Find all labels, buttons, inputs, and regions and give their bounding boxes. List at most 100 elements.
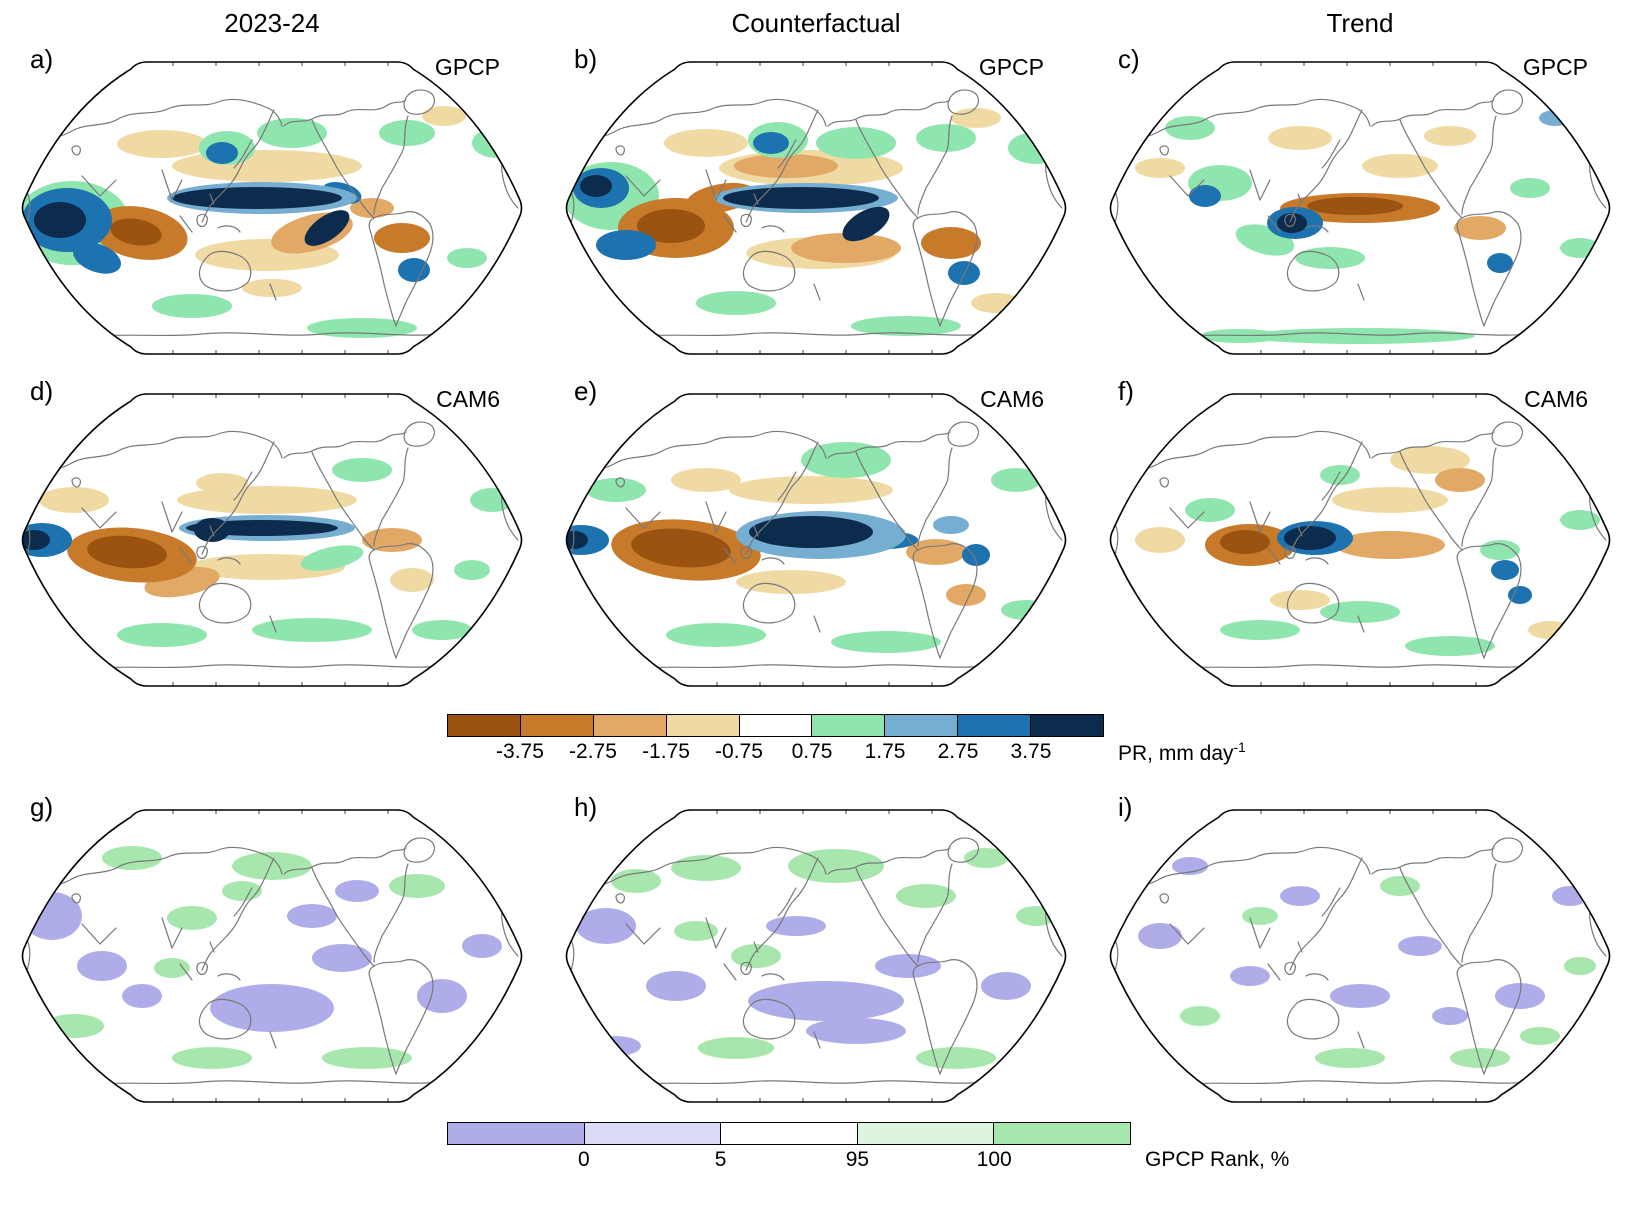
anomaly-region: [322, 1047, 412, 1069]
anomaly-region: [1220, 620, 1300, 640]
dataset-label: GPCP: [434, 54, 500, 80]
anomaly-region: [1330, 984, 1390, 1008]
anomaly-region: [1295, 247, 1365, 269]
anomaly-region: [1180, 1006, 1220, 1026]
map-panel-f: f) CAM6: [1088, 374, 1632, 706]
anomaly-region: [1528, 621, 1572, 639]
anomaly-region: [671, 468, 741, 492]
dataset-label: GPCP: [978, 54, 1044, 80]
anomaly-region: [362, 528, 422, 552]
anomaly-region: [1510, 178, 1550, 198]
colorbar-segment: [448, 715, 521, 736]
world-map: [21, 393, 523, 687]
anomaly-region: [664, 129, 748, 157]
colorbar-tick-label: 3.75: [1010, 740, 1052, 763]
anomaly-region: [1001, 600, 1051, 620]
dataset-label: CAM6: [1524, 386, 1588, 412]
colorbar-tick-label: -2.75: [569, 740, 617, 763]
anomaly-region: [831, 631, 941, 653]
pr-colorbar: [447, 714, 1104, 737]
colorbar-segment: [448, 1123, 585, 1144]
anomaly-region: [472, 128, 522, 158]
anomaly-region: [748, 981, 904, 1021]
pr-colorbar-section: -3.75 -2.75 -1.75 -0.75 0.75 1.75 2.75 3.75 PR,…: [0, 706, 1632, 790]
anomaly-region: [257, 118, 327, 148]
column-title-counterfactual: Counterfactual: [731, 8, 901, 38]
colorbar-tick-label: 0.75: [791, 740, 833, 763]
anomaly-region: [1564, 957, 1596, 975]
colorbar-segment: [520, 715, 594, 736]
anomaly-region: [1424, 126, 1476, 146]
panel-letter: e): [574, 376, 598, 406]
anomaly-region: [102, 846, 162, 870]
anomaly-region: [172, 150, 362, 182]
anomaly-region: [1320, 601, 1400, 623]
anomaly-region: [766, 916, 826, 936]
anomaly-region: [842, 206, 890, 242]
rank-colorbar: [447, 1122, 1131, 1145]
anomaly-region: [1520, 1027, 1560, 1045]
anomaly-region: [1200, 329, 1280, 343]
anomaly-region: [412, 620, 472, 640]
anomaly-region: [1315, 1048, 1385, 1068]
anomaly-region: [472, 1036, 512, 1056]
maps-row-rank: g) h) i): [0, 790, 1632, 1122]
panel-letter: c): [1118, 44, 1140, 74]
panel-letter: a): [30, 44, 54, 74]
anomaly-region: [1398, 936, 1442, 956]
world-map: [21, 61, 523, 355]
dataset-label: GPCP: [1522, 54, 1588, 80]
anomaly-region: [1539, 110, 1571, 126]
anomaly-region: [300, 545, 364, 571]
colorbar-segment: [1031, 715, 1104, 736]
anomaly-region: [596, 230, 656, 260]
anomaly-region: [1268, 126, 1332, 150]
anomaly-region: [332, 458, 392, 482]
colorbar-tick-label: -1.75: [642, 740, 690, 763]
column-title-2023-24: 2023-24: [224, 8, 320, 38]
anomaly-region: [1435, 468, 1485, 492]
anomaly-region: [921, 227, 981, 259]
anomaly-region: [1135, 158, 1185, 178]
panel-letter: h): [574, 792, 598, 822]
anomaly-region: [729, 476, 893, 504]
rank-colorbar-ticks: 0 5 95 100: [447, 1148, 1131, 1178]
anomaly-region: [1454, 216, 1506, 240]
pr-colorbar-ticks: -3.75 -2.75 -1.75 -0.75 0.75 1.75 2.75 3.75: [447, 740, 1104, 770]
anomaly-region: [1245, 328, 1475, 344]
map-panel-b: b) GPCP: [544, 42, 1088, 374]
anomaly-region: [698, 1037, 774, 1059]
anomaly-region: [390, 568, 434, 592]
anomaly-region: [875, 954, 941, 978]
map-outline: [21, 61, 523, 355]
map-panel-a: a) GPCP: [0, 42, 544, 374]
anomaly-region: [222, 881, 262, 901]
anomaly-region: [964, 848, 1008, 868]
map-fill-layer: [566, 421, 1066, 671]
anomaly-region: [666, 623, 766, 647]
maps-row-gpcp: a) GPCP b) GPCP c) GPCP: [0, 42, 1632, 374]
colorbar-tick-label: 100: [976, 1148, 1012, 1171]
anomaly-region: [312, 944, 372, 972]
anomaly-region: [1480, 540, 1520, 560]
anomaly-region: [971, 293, 1021, 313]
anomaly-region: [335, 880, 379, 902]
anomaly-region: [1220, 530, 1270, 554]
map-panel-g: g): [0, 790, 544, 1122]
dataset-label: CAM6: [980, 386, 1044, 412]
colorbar-segment: [721, 1123, 858, 1144]
anomaly-region: [389, 874, 445, 898]
anomaly-region: [906, 539, 966, 565]
anomaly-region: [154, 958, 190, 978]
anomaly-region: [753, 132, 789, 154]
colorbar-segment: [958, 715, 1032, 736]
anomaly-region: [1138, 923, 1182, 949]
anomaly-region: [1552, 886, 1588, 906]
map-panel-e: e) CAM6: [544, 374, 1088, 706]
anomaly-region: [1185, 498, 1235, 522]
colorbar-segment: [812, 715, 886, 736]
world-map: [1109, 61, 1611, 355]
anomaly-region: [117, 130, 207, 158]
colorbar-tick-label: -3.75: [496, 740, 544, 763]
anomaly-region: [788, 849, 884, 883]
